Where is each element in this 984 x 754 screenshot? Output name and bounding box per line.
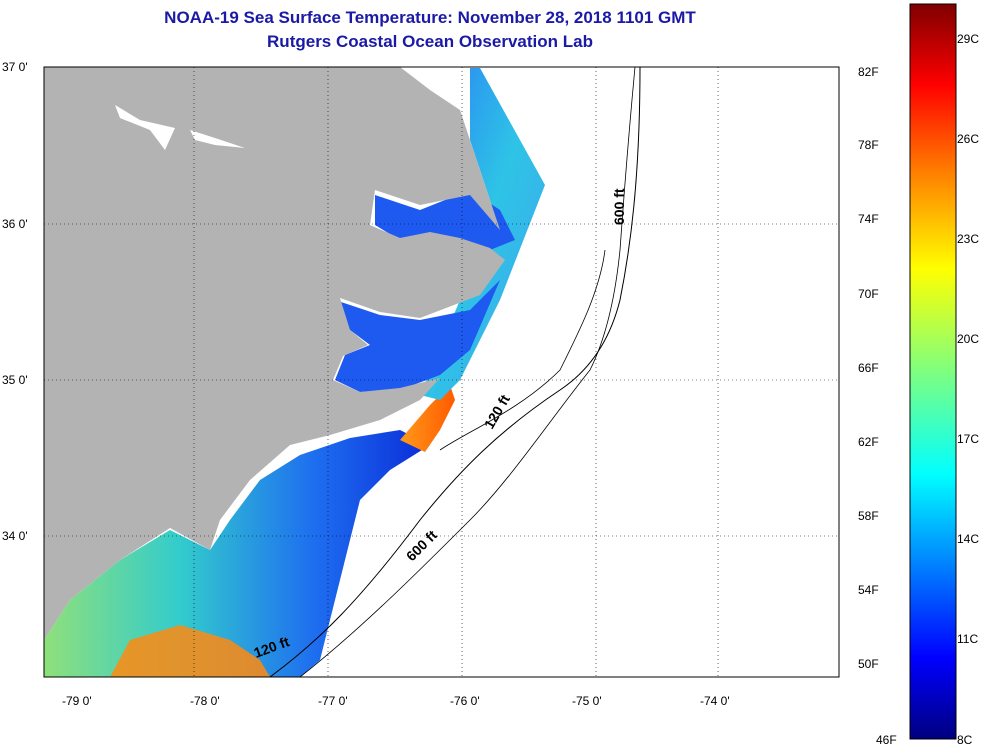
lon-label-75: -75 0'	[572, 694, 602, 708]
lat-labels: 37 0' 36 0' 35 0' 34 0'	[2, 60, 28, 543]
lon-label-78: -78 0'	[190, 694, 220, 708]
lon-label-77: -77 0'	[318, 694, 348, 708]
cb-c-17: 17C	[957, 432, 979, 446]
cb-f-74: 74F	[858, 212, 879, 226]
contour-600ft	[299, 67, 636, 677]
sst-north-swath	[420, 68, 545, 400]
cb-f-70: 70F	[858, 287, 879, 301]
colorbar-labels: 82F 78F 74F 70F 66F 62F 58F 54F 50F 46F …	[858, 32, 979, 747]
cb-c-20: 20C	[957, 332, 979, 346]
cloud-patch	[115, 105, 175, 150]
cb-c-26: 26C	[957, 132, 979, 146]
colorbar	[909, 3, 957, 740]
lat-label-37: 37 0'	[2, 60, 28, 74]
contour-shelf	[439, 249, 606, 451]
lon-label-79: -79 0'	[62, 694, 92, 708]
sst-warm-patch-2	[400, 385, 455, 452]
sst-south-coverage	[44, 430, 430, 677]
sst-warm-patch	[110, 625, 270, 677]
cb-c-11: 11C	[957, 632, 978, 646]
cb-f-50: 50F	[858, 657, 879, 671]
cloud-patch-2	[190, 130, 245, 148]
cb-c-29: 29C	[957, 32, 979, 46]
pamlico-sound	[335, 280, 500, 392]
map-title: NOAA-19 Sea Surface Temperature: Novembe…	[164, 8, 696, 27]
lat-label-34: 34 0'	[2, 529, 28, 543]
contour-label-600-north: 600 ft	[611, 188, 627, 225]
cb-f-46: 46F	[876, 733, 897, 747]
cb-f-66: 66F	[858, 361, 879, 375]
cb-c-23: 23C	[957, 232, 979, 246]
cb-f-82: 82F	[858, 65, 879, 79]
lon-labels: -79 0' -78 0' -77 0' -76 0' -75 0' -74 0…	[62, 694, 730, 708]
lon-label-76: -76 0'	[450, 694, 480, 708]
lat-label-35: 35 0'	[2, 373, 28, 387]
contour-120ft	[269, 67, 641, 677]
land-mass	[44, 67, 505, 640]
map-subtitle: Rutgers Coastal Ocean Observation Lab	[267, 32, 593, 51]
cb-c-14: 14C	[957, 532, 979, 546]
grid	[44, 67, 839, 677]
cb-f-54: 54F	[858, 583, 879, 597]
cb-f-58: 58F	[858, 509, 879, 523]
cb-f-62: 62F	[858, 435, 879, 449]
lon-label-74: -74 0'	[700, 694, 730, 708]
cb-f-78: 78F	[858, 138, 879, 152]
lat-label-36: 36 0'	[2, 217, 28, 231]
cb-c-8: 8C	[957, 733, 973, 747]
